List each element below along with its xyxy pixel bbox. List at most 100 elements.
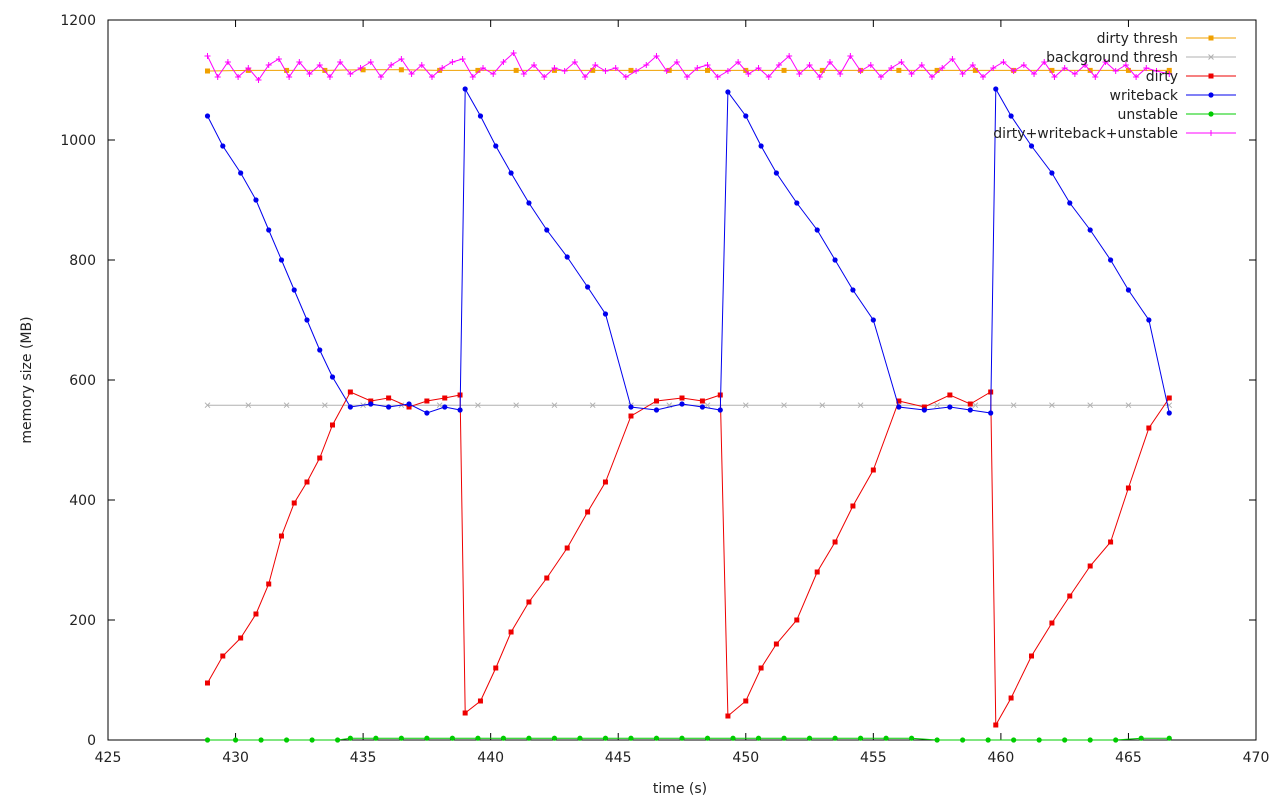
y-axis-label: memory size (MB) bbox=[19, 316, 35, 443]
data-point bbox=[1010, 402, 1017, 409]
data-point bbox=[939, 65, 946, 71]
data-point bbox=[947, 404, 953, 410]
data-point bbox=[386, 395, 392, 401]
data-point bbox=[877, 74, 884, 80]
data-point bbox=[967, 401, 973, 407]
data-point bbox=[934, 402, 940, 409]
y-tick-label: 600 bbox=[69, 373, 96, 389]
data-point bbox=[1122, 62, 1129, 68]
data-point bbox=[781, 735, 787, 741]
data-point bbox=[253, 197, 259, 203]
y-tick-label: 1000 bbox=[60, 133, 96, 149]
data-point bbox=[347, 735, 353, 741]
data-point bbox=[564, 254, 570, 260]
data-point bbox=[510, 50, 517, 56]
data-point bbox=[794, 200, 800, 206]
data-point bbox=[386, 404, 392, 410]
data-point bbox=[679, 735, 685, 741]
data-point bbox=[368, 401, 374, 407]
data-point bbox=[291, 500, 297, 506]
data-point bbox=[500, 59, 507, 65]
data-point bbox=[717, 407, 723, 413]
data-point bbox=[1067, 593, 1073, 599]
data-point bbox=[1020, 62, 1027, 68]
data-point bbox=[896, 404, 902, 410]
data-point bbox=[1049, 402, 1055, 409]
data-point bbox=[367, 59, 374, 65]
data-point bbox=[653, 407, 660, 413]
data-point bbox=[475, 402, 481, 409]
series-layer bbox=[204, 50, 1173, 743]
data-point bbox=[1112, 68, 1119, 74]
data-point bbox=[1087, 563, 1093, 569]
data-point bbox=[286, 74, 293, 80]
legend-marker bbox=[1208, 54, 1214, 60]
data-point bbox=[398, 56, 405, 62]
data-point bbox=[278, 257, 285, 263]
data-point bbox=[360, 67, 366, 73]
data-point bbox=[531, 62, 538, 68]
data-point bbox=[544, 575, 550, 581]
x-tick-label: 460 bbox=[988, 750, 1015, 766]
legend-label: background thresh bbox=[1046, 50, 1178, 66]
data-point bbox=[806, 62, 813, 68]
data-point bbox=[296, 59, 303, 65]
data-point bbox=[725, 713, 731, 719]
data-point bbox=[245, 65, 252, 71]
legend-label: dirty+writeback+unstable bbox=[993, 126, 1178, 142]
data-point bbox=[929, 74, 936, 80]
data-point bbox=[204, 68, 210, 74]
data-point bbox=[985, 737, 991, 743]
data-point bbox=[847, 53, 854, 59]
data-point bbox=[220, 143, 226, 149]
data-point bbox=[1166, 71, 1173, 77]
x-tick-label: 470 bbox=[1243, 750, 1270, 766]
data-point bbox=[826, 59, 833, 65]
data-point bbox=[1125, 485, 1131, 491]
legend: dirty thresh background thresh dirty writeb… bbox=[993, 31, 1236, 142]
data-point bbox=[1041, 59, 1048, 65]
legend-label: dirty thresh bbox=[1097, 31, 1178, 47]
data-point bbox=[628, 67, 634, 73]
data-point bbox=[796, 71, 803, 77]
data-point bbox=[1166, 395, 1172, 401]
data-point bbox=[329, 422, 335, 428]
data-point bbox=[1061, 65, 1068, 71]
data-point bbox=[1087, 737, 1093, 743]
data-point bbox=[1125, 67, 1131, 73]
data-point bbox=[694, 65, 701, 71]
data-point bbox=[1031, 71, 1038, 77]
data-point bbox=[449, 735, 455, 741]
data-point bbox=[1067, 200, 1073, 206]
y-tick-label: 400 bbox=[69, 493, 96, 509]
data-point bbox=[266, 581, 272, 587]
data-point bbox=[373, 735, 379, 741]
data-point bbox=[1138, 735, 1144, 741]
data-point bbox=[462, 710, 468, 716]
data-point bbox=[1000, 59, 1007, 65]
data-point bbox=[967, 407, 973, 413]
y-tick-label: 0 bbox=[87, 733, 96, 749]
data-point bbox=[704, 735, 711, 741]
data-point bbox=[284, 67, 290, 73]
data-point bbox=[377, 74, 384, 80]
data-point bbox=[309, 737, 315, 743]
legend-label: unstable bbox=[1118, 107, 1179, 123]
data-point bbox=[972, 402, 979, 409]
data-point bbox=[755, 65, 762, 71]
data-point bbox=[1049, 67, 1055, 73]
data-point bbox=[653, 398, 659, 404]
data-point bbox=[480, 65, 487, 71]
data-point bbox=[592, 62, 599, 68]
data-point bbox=[758, 143, 764, 149]
data-point bbox=[988, 410, 994, 416]
data-point bbox=[329, 374, 336, 380]
data-point bbox=[577, 735, 583, 741]
data-point bbox=[283, 402, 290, 409]
series-line bbox=[207, 391, 1170, 727]
data-point bbox=[428, 74, 435, 80]
data-point bbox=[449, 59, 456, 65]
data-point bbox=[633, 68, 640, 74]
data-point bbox=[564, 545, 570, 551]
data-point bbox=[679, 401, 685, 407]
